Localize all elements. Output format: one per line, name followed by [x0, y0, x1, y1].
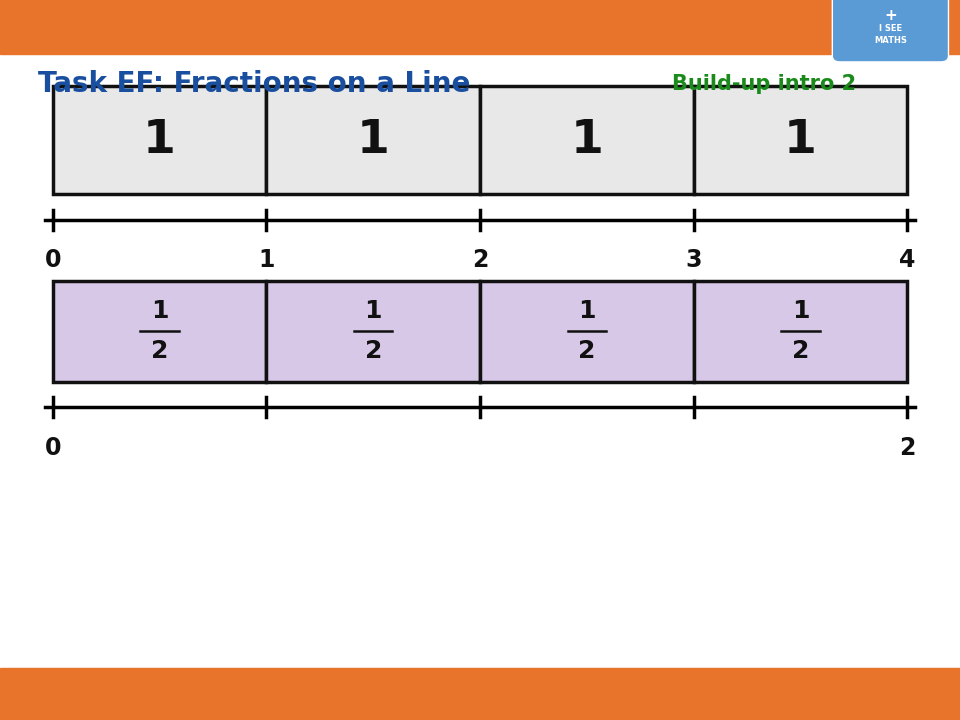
Text: 3: 3 [685, 248, 702, 272]
Text: 1: 1 [258, 248, 275, 272]
Bar [693, 281, 907, 382]
Text: 4: 4 [899, 248, 916, 272]
Bar [53, 86, 266, 194]
Text: 1: 1 [578, 299, 595, 323]
Text: MATHS: MATHS [874, 36, 907, 45]
Bar [693, 86, 907, 194]
Text: I SEE: I SEE [878, 24, 902, 33]
Text: FRACTIONS: FRACTIONS [29, 685, 144, 703]
Text: 1: 1 [784, 118, 817, 163]
Text: 1: 1 [365, 299, 382, 323]
Bar [480, 281, 693, 382]
Bar [266, 86, 480, 194]
Text: 2: 2 [578, 339, 595, 364]
Text: 0: 0 [44, 248, 61, 272]
Text: I SEE PROBLEM-SOLVING – KS1: I SEE PROBLEM-SOLVING – KS1 [621, 685, 931, 703]
Text: 2: 2 [792, 339, 809, 364]
FancyBboxPatch shape [832, 0, 948, 62]
Text: +: + [884, 9, 897, 23]
Text: 2: 2 [151, 339, 168, 364]
Bar [53, 281, 266, 382]
Text: 1: 1 [570, 118, 603, 163]
Bar [0, 0, 960, 54]
Text: 1: 1 [357, 118, 390, 163]
Text: 1: 1 [792, 299, 809, 323]
Bar [480, 86, 693, 194]
Text: Build-up intro 2: Build-up intro 2 [672, 74, 856, 94]
Text: Task EF: Fractions on a Line: Task EF: Fractions on a Line [38, 71, 470, 98]
Bar [266, 281, 480, 382]
Text: 2: 2 [471, 248, 489, 272]
Text: 2: 2 [365, 339, 382, 364]
Text: 1: 1 [151, 299, 168, 323]
Text: 1: 1 [143, 118, 176, 163]
Text: 0: 0 [44, 436, 61, 459]
Bar [0, 668, 960, 720]
Text: 2: 2 [899, 436, 916, 459]
